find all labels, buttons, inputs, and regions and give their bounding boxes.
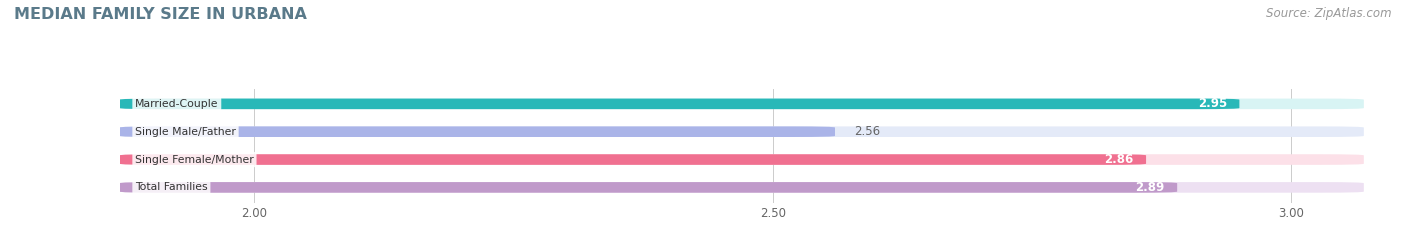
- FancyBboxPatch shape: [120, 154, 1364, 165]
- FancyBboxPatch shape: [120, 127, 835, 137]
- Text: 2.95: 2.95: [1198, 97, 1227, 110]
- Text: 2.86: 2.86: [1104, 153, 1133, 166]
- FancyBboxPatch shape: [120, 99, 1240, 109]
- FancyBboxPatch shape: [120, 99, 1364, 109]
- FancyBboxPatch shape: [120, 182, 1177, 193]
- Text: MEDIAN FAMILY SIZE IN URBANA: MEDIAN FAMILY SIZE IN URBANA: [14, 7, 307, 22]
- FancyBboxPatch shape: [120, 127, 1364, 137]
- Text: 2.89: 2.89: [1136, 181, 1164, 194]
- FancyBboxPatch shape: [120, 182, 1364, 193]
- Text: 2.56: 2.56: [853, 125, 880, 138]
- Text: Single Female/Mother: Single Female/Mother: [135, 154, 254, 164]
- FancyBboxPatch shape: [120, 154, 1146, 165]
- Text: Source: ZipAtlas.com: Source: ZipAtlas.com: [1267, 7, 1392, 20]
- Text: Married-Couple: Married-Couple: [135, 99, 218, 109]
- Text: Single Male/Father: Single Male/Father: [135, 127, 236, 137]
- Text: Total Families: Total Families: [135, 182, 208, 192]
